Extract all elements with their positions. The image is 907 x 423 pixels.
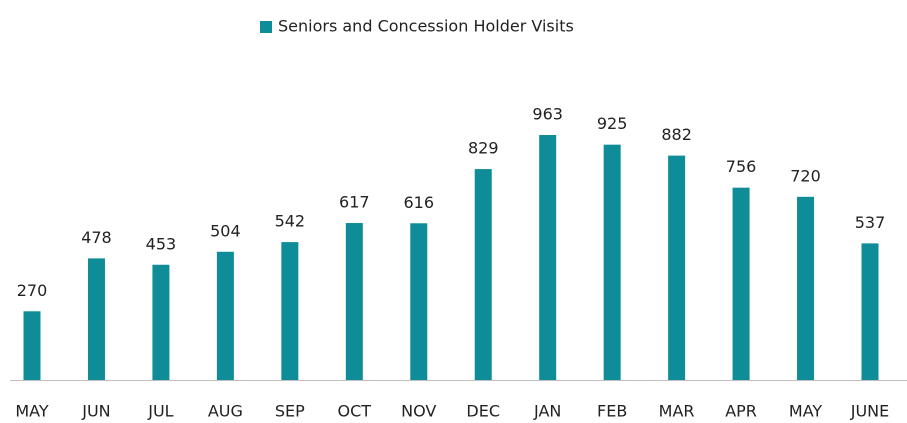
bar [345, 223, 363, 380]
value-label: 617 [339, 193, 370, 212]
bar [861, 243, 879, 380]
x-tick-label: AUG [208, 402, 243, 421]
value-label: 756 [726, 157, 757, 176]
x-tick-label: MAY [789, 402, 823, 421]
bar [216, 251, 234, 380]
bar [87, 258, 105, 380]
value-label: 720 [790, 166, 821, 185]
x-tick-label: SEP [275, 402, 305, 421]
bar [474, 169, 492, 380]
bar [152, 264, 170, 380]
bar [732, 187, 750, 380]
x-tick-label: OCT [338, 402, 372, 421]
value-label: 504 [210, 221, 241, 240]
x-tick-label: JUN [81, 402, 110, 421]
value-label: 963 [532, 105, 563, 124]
value-label: 537 [855, 213, 886, 232]
value-label: 882 [661, 125, 692, 144]
bar [23, 311, 41, 380]
bar [539, 135, 557, 380]
bar [410, 223, 428, 380]
value-label: 925 [597, 114, 628, 133]
bar [281, 242, 299, 380]
value-label: 542 [275, 212, 306, 231]
x-tick-label: NOV [401, 402, 436, 421]
bar [797, 196, 815, 380]
x-tick-label: JAN [533, 402, 561, 421]
legend-label: Seniors and Concession Holder Visits [278, 17, 574, 36]
x-tick-label: FEB [597, 402, 627, 421]
legend-swatch [260, 21, 272, 33]
x-tick-label: APR [725, 402, 757, 421]
value-label: 478 [81, 228, 112, 247]
x-tick-label: DEC [466, 402, 500, 421]
value-label: 453 [146, 234, 177, 253]
value-label: 270 [17, 281, 48, 300]
x-tick-label: MAY [15, 402, 49, 421]
x-tick-label: MAR [659, 402, 695, 421]
x-tick-label: JUNE [850, 402, 890, 421]
x-tick-label: JUL [147, 402, 173, 421]
value-label: 829 [468, 139, 499, 158]
bar [668, 155, 686, 380]
value-label: 616 [403, 193, 434, 212]
bar [603, 144, 621, 380]
